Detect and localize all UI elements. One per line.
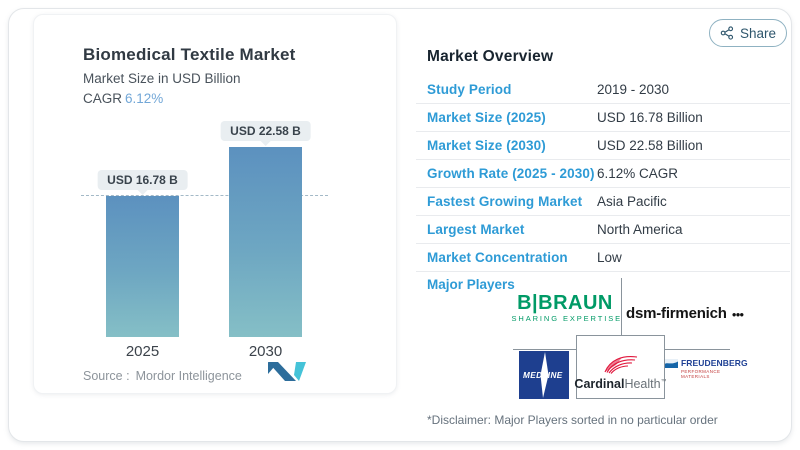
badge-pointer: [260, 141, 271, 151]
chart-panel: Biomedical Textile Market Market Size in…: [33, 14, 397, 394]
dsm-firmenich-logo: dsm-firmenich ●●●: [626, 305, 744, 322]
freudenberg-logo: FREUDENBERG PERFORMANCE MATERIALS: [664, 358, 748, 379]
cardinal-wordmark: CardinalHealth™: [574, 377, 666, 391]
mordor-intelligence-logo-icon: [266, 362, 308, 386]
share-button-label: Share: [739, 25, 777, 41]
cardinal-bold-text: Cardinal: [574, 377, 625, 391]
row-value: USD 16.78 Billion: [597, 110, 703, 125]
cardinal-health-logo: CardinalHealth™: [574, 335, 667, 399]
row-label: Market Size (2025): [427, 110, 546, 125]
bar-value-label-2025: USD 16.78 B: [107, 173, 178, 187]
row-label: Fastest Growing Market: [427, 194, 583, 209]
table-row: Fastest Growing Market Asia Pacific: [416, 188, 790, 216]
cardinal-bird-icon: [602, 351, 640, 375]
table-row: Growth Rate (2025 - 2030) 6.12% CAGR: [416, 160, 790, 188]
chart-cagr: CAGR 6.12%: [83, 91, 296, 106]
dsm-wordmark: dsm-firmenich: [626, 305, 727, 322]
report-card: Biomedical Textile Market Market Size in…: [8, 8, 792, 442]
row-value: Asia Pacific: [597, 194, 667, 209]
cardinal-tm: ™: [660, 378, 667, 385]
bbraun-logo: B|BRAUN SHARING EXPERTISE: [508, 292, 622, 323]
row-label: Market Concentration: [427, 250, 568, 265]
table-row: Market Size (2025) USD 16.78 Billion: [416, 104, 790, 132]
row-label: Growth Rate (2025 - 2030): [427, 166, 595, 181]
row-value: North America: [597, 222, 683, 237]
medline-logo: MEDLINE: [519, 351, 569, 399]
row-value: USD 22.58 Billion: [597, 138, 703, 153]
logo-grid-divider-vertical: [621, 278, 622, 336]
bar-value-badge-2030: USD 22.58 B: [220, 121, 311, 146]
source-label: Source :: [83, 369, 130, 383]
freudenberg-flag-icon: [664, 358, 678, 368]
table-row: Market Size (2030) USD 22.58 Billion: [416, 132, 790, 160]
medline-wordmark: MEDLINE: [523, 371, 563, 380]
freudenberg-tagline: PERFORMANCE MATERIALS: [681, 369, 721, 379]
table-row: Market Concentration Low: [416, 244, 790, 272]
bar-value-badge-2025: USD 16.78 B: [97, 170, 188, 195]
table-row: Largest Market North America: [416, 216, 790, 244]
source-value: Mordor Intelligence: [135, 369, 242, 383]
dsm-dots-icon: ●●●: [731, 310, 744, 319]
bar-2025: [106, 196, 179, 337]
row-value: 6.12% CAGR: [597, 166, 679, 181]
bar-value-label-2030: USD 22.58 B: [230, 124, 301, 138]
row-value: 2019 - 2030: [597, 82, 670, 97]
bbraun-tagline: SHARING EXPERTISE: [511, 314, 622, 323]
x-axis-label-2030: 2030: [248, 343, 283, 360]
freudenberg-wordmark: FREUDENBERG: [681, 358, 748, 368]
share-button[interactable]: Share: [709, 19, 787, 47]
overview-table: Study Period 2019 - 2030 Market Size (20…: [416, 76, 790, 272]
x-axis-label-2025: 2025: [125, 343, 160, 360]
major-players-label: Major Players: [427, 277, 515, 292]
row-label: Largest Market: [427, 222, 525, 237]
bbraun-wordmark: B|BRAUN: [517, 292, 613, 314]
table-row: Study Period 2019 - 2030: [416, 76, 790, 104]
row-label: Market Size (2030): [427, 138, 546, 153]
chart-title: Biomedical Textile Market: [83, 45, 296, 64]
overview-title: Market Overview: [427, 48, 554, 65]
chart-subtitle: Market Size in USD Billion: [83, 71, 241, 86]
chart-header: Biomedical Textile Market Market Size in…: [83, 45, 296, 106]
row-label: Study Period: [427, 82, 512, 97]
cardinal-light-text: Health: [624, 377, 661, 391]
bar-group-2030: USD 22.58 B: [220, 121, 311, 337]
cagr-label: CAGR: [83, 91, 123, 106]
bar-2030: [229, 147, 302, 337]
share-icon: [720, 26, 734, 40]
reference-dashed-line: [81, 195, 328, 196]
badge-pointer: [137, 190, 148, 200]
disclaimer-text: *Disclaimer: Major Players sorted in no …: [427, 413, 718, 427]
bar-group-2025: USD 16.78 B: [97, 147, 188, 337]
cagr-value: 6.12%: [125, 91, 164, 106]
source-attribution: Source : Mordor Intelligence: [83, 369, 242, 383]
bar-chart: USD 16.78 B USD 22.58 B 2025 2030: [81, 121, 328, 360]
row-value: Low: [597, 250, 622, 265]
